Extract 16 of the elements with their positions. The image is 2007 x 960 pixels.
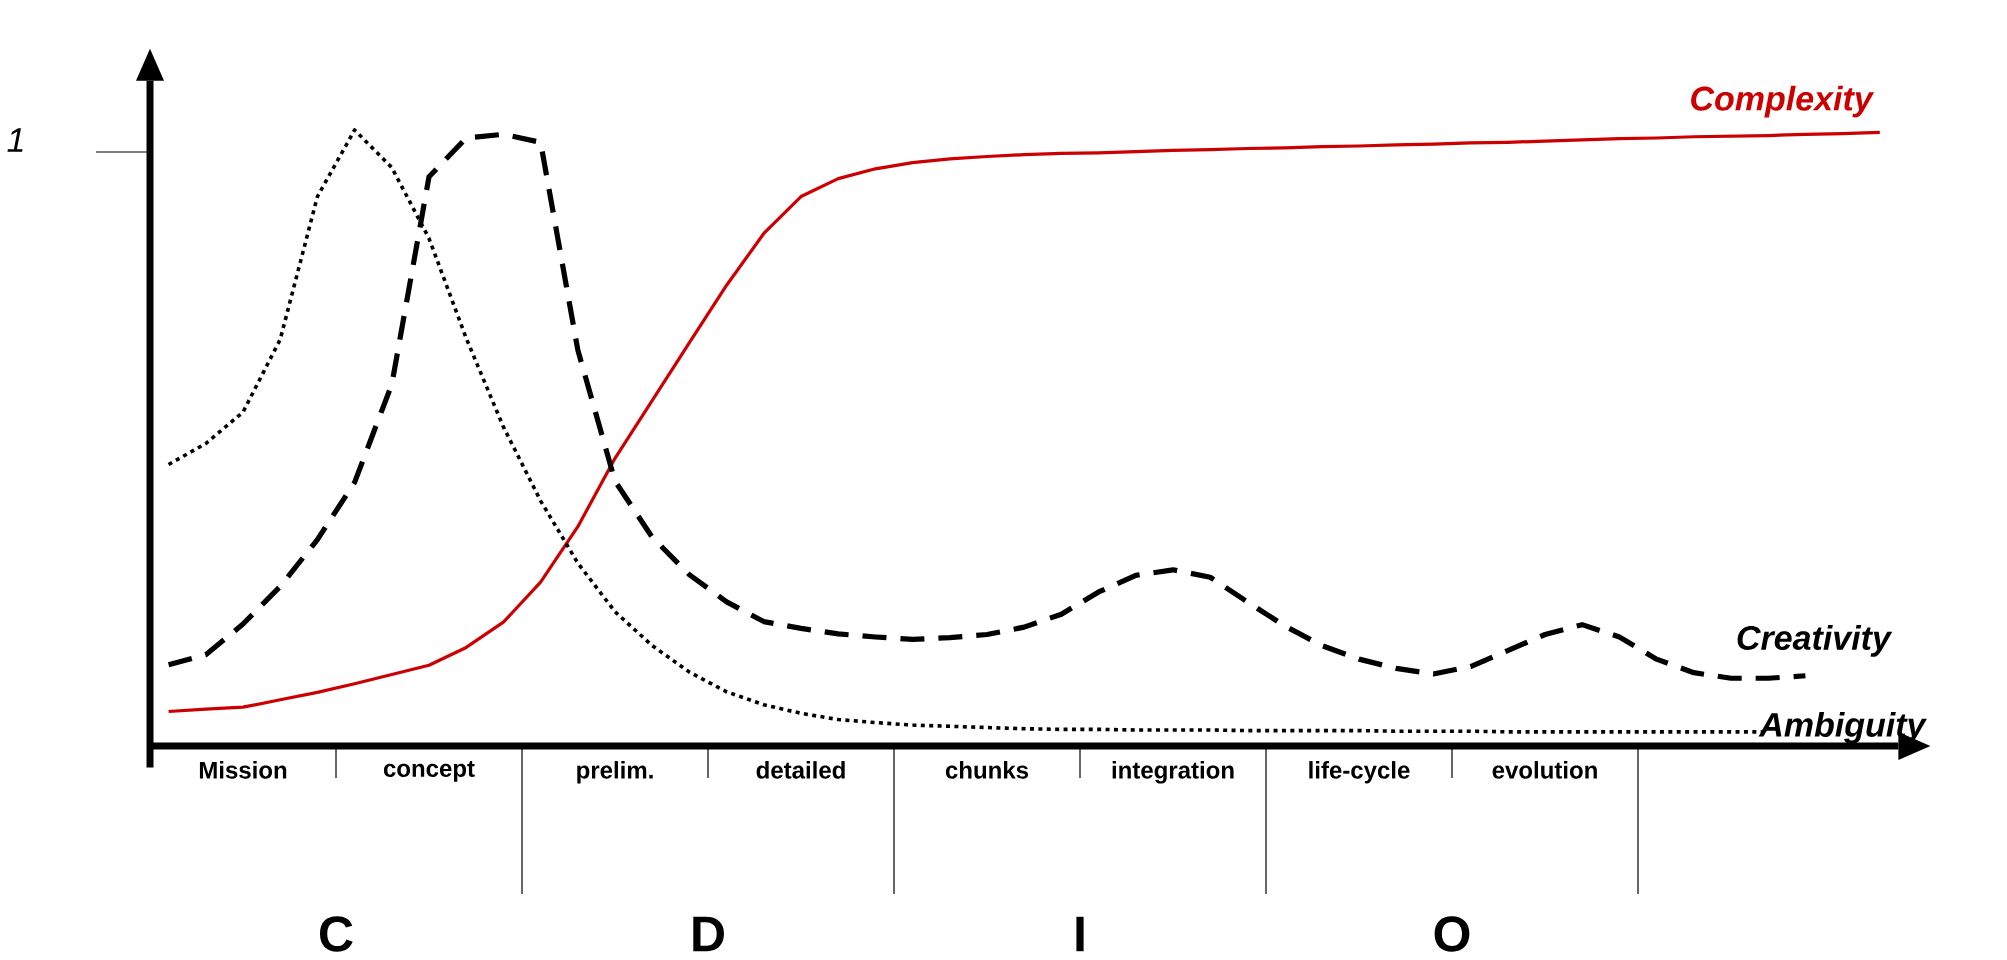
x-tick-label: integration xyxy=(1112,761,1234,784)
series-label: Creativity xyxy=(1737,625,1893,657)
x-tick-label: detailed xyxy=(756,761,845,779)
text: C xyxy=(319,916,353,952)
series-label: Ambiguity xyxy=(1758,712,1927,744)
text: O xyxy=(1434,916,1470,952)
text: 1 xyxy=(7,128,23,152)
series-label: Complexity xyxy=(1691,85,1875,118)
text: I xyxy=(1076,916,1084,952)
x-tick-label: concept xyxy=(383,761,475,782)
x-tick-label: life-cycle xyxy=(1309,761,1410,784)
x-tick-label: prelim. xyxy=(577,761,653,784)
text: D xyxy=(693,916,724,952)
x-tick-label: Mission xyxy=(199,761,287,779)
x-tick-label: evolution xyxy=(1492,761,1597,779)
x-tick-label: chunks xyxy=(945,761,1029,779)
